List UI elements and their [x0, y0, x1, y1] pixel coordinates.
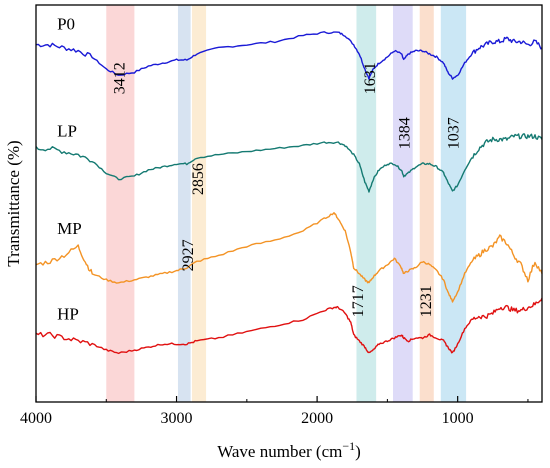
x-axis-title-close: )	[355, 442, 361, 461]
series-labels: P0 LP MP HP	[57, 14, 82, 323]
x-tick-label-3000: 3000	[161, 410, 193, 427]
peak-label-2927: 2927	[180, 239, 197, 271]
x-tick-label-2000: 2000	[301, 410, 333, 427]
peak-label-2856: 2856	[190, 163, 207, 195]
plot-frame	[35, 4, 543, 403]
x-axis-title-sup: −1	[342, 439, 355, 453]
band-5	[419, 5, 434, 402]
series-label-lp: LP	[57, 121, 77, 140]
series-line-lp	[35, 133, 543, 193]
series-line-hp	[35, 297, 543, 355]
x-ticks: 4000 3000 2000 1000	[20, 396, 529, 427]
peak-label-1037: 1037	[445, 117, 462, 149]
peak-labels: 3412 2927 2856 1631 1384 1037 1717 1231	[112, 62, 463, 317]
x-axis-title: Wave number (cm−1)	[217, 439, 361, 461]
series-line-p0	[35, 31, 543, 80]
x-tick-label-1000: 1000	[442, 410, 474, 427]
series-label-hp: HP	[57, 305, 79, 324]
band-1	[177, 5, 191, 402]
peak-label-1631: 1631	[362, 62, 379, 94]
highlight-bands	[106, 5, 467, 402]
x-tick-label-4000: 4000	[20, 410, 52, 427]
y-axis-title: Transmittance (%)	[4, 140, 23, 266]
peak-label-3412: 3412	[112, 62, 129, 94]
peak-label-1231: 1231	[418, 285, 435, 317]
band-2	[192, 5, 207, 402]
peak-label-1717: 1717	[350, 285, 367, 317]
series-line-mp	[35, 211, 543, 303]
peak-label-1384: 1384	[397, 117, 414, 149]
x-axis-title-main: Wave number (cm	[217, 442, 342, 461]
band-3	[356, 5, 377, 402]
spectra-lines	[35, 31, 543, 355]
band-4	[393, 5, 413, 402]
series-label-p0: P0	[57, 14, 75, 33]
series-label-mp: MP	[57, 219, 82, 238]
